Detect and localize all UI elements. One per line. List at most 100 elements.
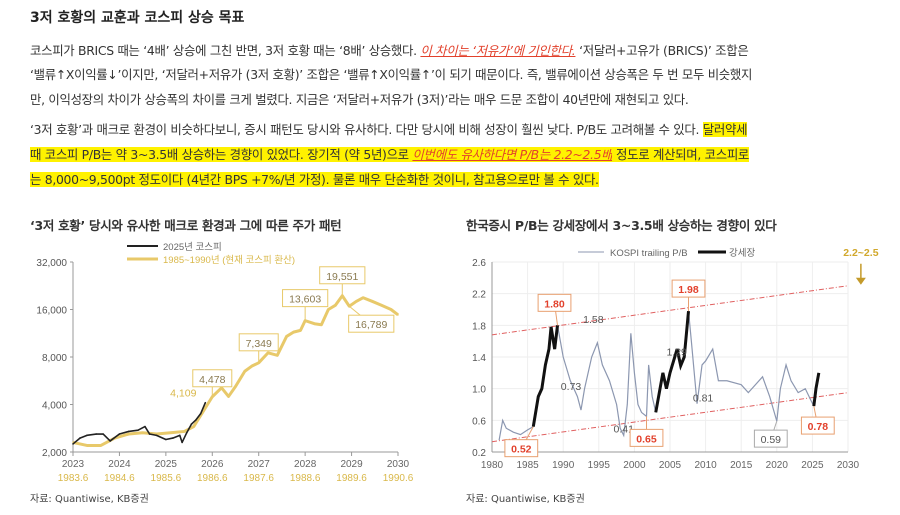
paragraph2-line1: ‘3저 호황’과 매크로 환경이 비슷하다보니, 증시 패턴도 당시와 유사하다… bbox=[30, 120, 747, 138]
annotation-label-box bbox=[238, 333, 279, 352]
data-point bbox=[127, 430, 130, 433]
legend-label: 2025년 코스피 bbox=[163, 242, 222, 253]
data-point bbox=[86, 444, 88, 447]
annotation-label-box bbox=[671, 279, 706, 298]
paragraph1-line2: ‘밸류↑X이익률↓’이지만, ‘저달러+저유가 (3저 호황)’ 조합은 ‘밸류… bbox=[30, 67, 753, 82]
data-point bbox=[250, 365, 253, 367]
data-point bbox=[178, 434, 181, 437]
x-tick-label-secondary: 1983.6 bbox=[58, 473, 89, 484]
data-point bbox=[169, 431, 172, 434]
annotation-label-box bbox=[348, 314, 395, 333]
y-tick-label: 2.6 bbox=[472, 258, 486, 269]
data-point bbox=[165, 438, 167, 441]
annotation-label: 7,349 bbox=[246, 338, 272, 350]
y-tick-label: 16,000 bbox=[36, 306, 67, 317]
highlighted-text: 는 8,000~9,500pt 정도이다 (4년간 BPS +7%/년 가정).… bbox=[30, 172, 599, 187]
data-point bbox=[100, 444, 102, 447]
data-point bbox=[202, 410, 204, 413]
data-point bbox=[102, 433, 104, 435]
annotation-label: 13,603 bbox=[289, 294, 321, 306]
y-tick-label: 1.0 bbox=[472, 385, 486, 396]
data-point bbox=[320, 323, 323, 326]
annotation-label-box bbox=[629, 428, 664, 447]
x-tick-label: 2025 bbox=[155, 459, 178, 470]
x-tick-label: 1995 bbox=[588, 460, 611, 471]
data-point bbox=[243, 370, 246, 373]
annotation-label-box bbox=[192, 369, 233, 388]
data-point bbox=[79, 437, 81, 439]
annotation-label-box bbox=[319, 266, 366, 285]
text: ‘3저 호황’과 매크로 환경이 비슷하다보니, 증시 패턴도 당시와 유사하다… bbox=[30, 122, 703, 137]
x-tick-label: 2020 bbox=[766, 460, 789, 471]
highlighted-text: 정도로 계산되며, 코스피로 bbox=[612, 147, 750, 162]
data-point bbox=[267, 352, 269, 354]
data-point bbox=[276, 354, 279, 357]
emphasis-text: 이번에도 유사하다면 P/B는 2.2~2.5배 bbox=[412, 147, 613, 162]
x-tick-label: 2024 bbox=[108, 459, 131, 470]
series-line-bull-market bbox=[812, 372, 821, 407]
data-point bbox=[362, 296, 364, 299]
legend-label: 강세장 bbox=[729, 248, 755, 259]
x-tick-label: 2029 bbox=[340, 459, 363, 470]
target-range-label: 2.2~2.5 bbox=[843, 247, 878, 259]
x-tick-label: 2030 bbox=[837, 460, 860, 471]
y-tick-label: 0.2 bbox=[472, 448, 486, 459]
data-point bbox=[185, 431, 188, 434]
annotation-label: 4,109 bbox=[170, 388, 196, 400]
text: 코스피가 BRICS 때는 ‘4배’ 상승에 그친 반면, 3저 호황 때는 ‘… bbox=[30, 43, 421, 58]
annotation-label: 0.41 bbox=[614, 423, 635, 435]
annotation-label: 4,478 bbox=[199, 374, 225, 386]
x-tick-label: 2025 bbox=[801, 460, 824, 471]
legend-label: 1985~1990년 (현재 코스피 환산) bbox=[163, 254, 295, 266]
annotation-label-box bbox=[504, 439, 539, 458]
annotation-label: 0.59 bbox=[761, 434, 782, 446]
annotation-label: 0.73 bbox=[561, 381, 582, 393]
annotation-label-box bbox=[282, 289, 329, 308]
series-line-1985-1990 bbox=[72, 294, 399, 447]
data-point bbox=[397, 314, 399, 316]
data-point bbox=[172, 437, 174, 439]
x-tick-label: 1985 bbox=[516, 460, 539, 471]
x-tick-label-secondary: 1986.6 bbox=[197, 473, 228, 484]
highlighted-text: 때 코스피 P/B는 약 3~3.5배 상승하는 경향이 있었다. 장기적 (약… bbox=[30, 147, 413, 162]
data-point bbox=[95, 433, 98, 435]
y-tick-label: 1.8 bbox=[472, 321, 486, 332]
legend-label: KOSPI trailing P/B bbox=[610, 248, 688, 259]
paragraph2-line3: 는 8,000~9,500pt 정도이다 (4년간 BPS +7%/년 가정).… bbox=[30, 170, 599, 188]
down-arrow-head-icon bbox=[855, 277, 866, 285]
paragraph1-line1: 코스피가 BRICS 때는 ‘4배’ 상승에 그친 반면, 3저 호황 때는 ‘… bbox=[30, 41, 749, 59]
data-point bbox=[144, 425, 146, 428]
highlighted-text: 달러약세 bbox=[702, 122, 748, 137]
x-tick-label: 2026 bbox=[201, 459, 224, 470]
data-point bbox=[183, 430, 186, 433]
data-point bbox=[234, 385, 237, 388]
text: ‘저달러+고유가 (BRICS)’ 조합은 bbox=[575, 43, 749, 58]
x-tick-label: 1980 bbox=[481, 460, 504, 471]
data-point bbox=[192, 425, 195, 428]
data-point bbox=[390, 308, 392, 311]
x-tick-label: 2023 bbox=[62, 459, 85, 470]
series-line-bull-market bbox=[531, 325, 559, 427]
data-point bbox=[195, 418, 197, 421]
data-point bbox=[355, 300, 358, 303]
annotation-label-box bbox=[753, 429, 788, 448]
y-tick-label: 0.6 bbox=[472, 416, 486, 427]
data-point bbox=[72, 443, 74, 445]
data-point bbox=[141, 431, 144, 434]
data-point bbox=[327, 308, 330, 311]
data-point bbox=[155, 433, 158, 435]
data-point bbox=[127, 433, 130, 435]
data-point bbox=[137, 429, 139, 431]
paragraph1-line3: 만, 이익성장의 차이가 상승폭의 차이를 크게 벌렸다. 지금은 ‘저달러+저… bbox=[30, 92, 689, 107]
emphasis-text: 이 차이는 ‘저유가’에 기인한다. bbox=[420, 43, 576, 58]
x-tick-label-secondary: 1985.6 bbox=[151, 473, 182, 484]
series-line-bull-market bbox=[654, 310, 691, 413]
annotation-label: 19,551 bbox=[326, 271, 358, 283]
annotation-label: 1.80 bbox=[544, 298, 565, 310]
data-point bbox=[109, 440, 111, 442]
right-chart-source: 자료: Quantiwise, KB증권 bbox=[466, 494, 585, 505]
section-title: 3저 호황의 교훈과 코스피 상승 목표 bbox=[30, 10, 245, 26]
x-tick-label: 2027 bbox=[248, 459, 271, 470]
x-tick-label: 2030 bbox=[387, 459, 410, 470]
